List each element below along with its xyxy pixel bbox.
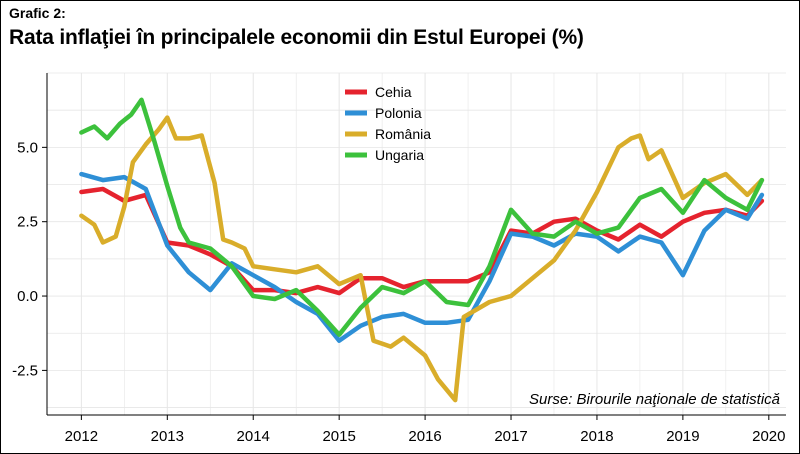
series-line-ungaria (79, 97, 765, 337)
y-tick-label: 2.5 (17, 214, 38, 231)
y-tick-label: 0.0 (17, 288, 38, 305)
chart-kicker: Grafic 2: (9, 5, 66, 21)
x-tick-label: 2013 (151, 428, 184, 445)
x-tick-label: 2020 (752, 428, 785, 445)
legend: Cehia Polonia România Ungaria (345, 84, 431, 163)
x-tick-label: 2017 (494, 428, 527, 445)
x-tick-label: 2019 (666, 428, 699, 445)
series-line-polonia (79, 171, 765, 343)
chart-title: Rata inflaţiei în principalele economii … (9, 26, 584, 49)
axes: 2012 2013 2014 2015 2016 2017 2018 2019 2020 5.0 2… (12, 73, 786, 445)
x-tick-label: 2012 (65, 428, 98, 445)
grid-lines (47, 72, 786, 415)
x-tick-label: 2018 (580, 428, 613, 445)
x-tick-label: 2016 (408, 428, 441, 445)
series-line-romania (79, 115, 765, 403)
legend-label-romania: România (375, 126, 431, 142)
x-tick-label: 2014 (237, 428, 270, 445)
legend-label-polonia: Polonia (375, 105, 422, 121)
x-tick-label: 2015 (322, 428, 355, 445)
legend-label-cehia: Cehia (375, 84, 412, 100)
series-lines (79, 97, 765, 403)
y-tick-label: 5.0 (17, 139, 38, 156)
source-note: Surse: Birourile naţionale de statistică (529, 391, 780, 408)
legend-label-ungaria: Ungaria (375, 147, 424, 163)
y-tick-label: -2.5 (12, 362, 38, 379)
